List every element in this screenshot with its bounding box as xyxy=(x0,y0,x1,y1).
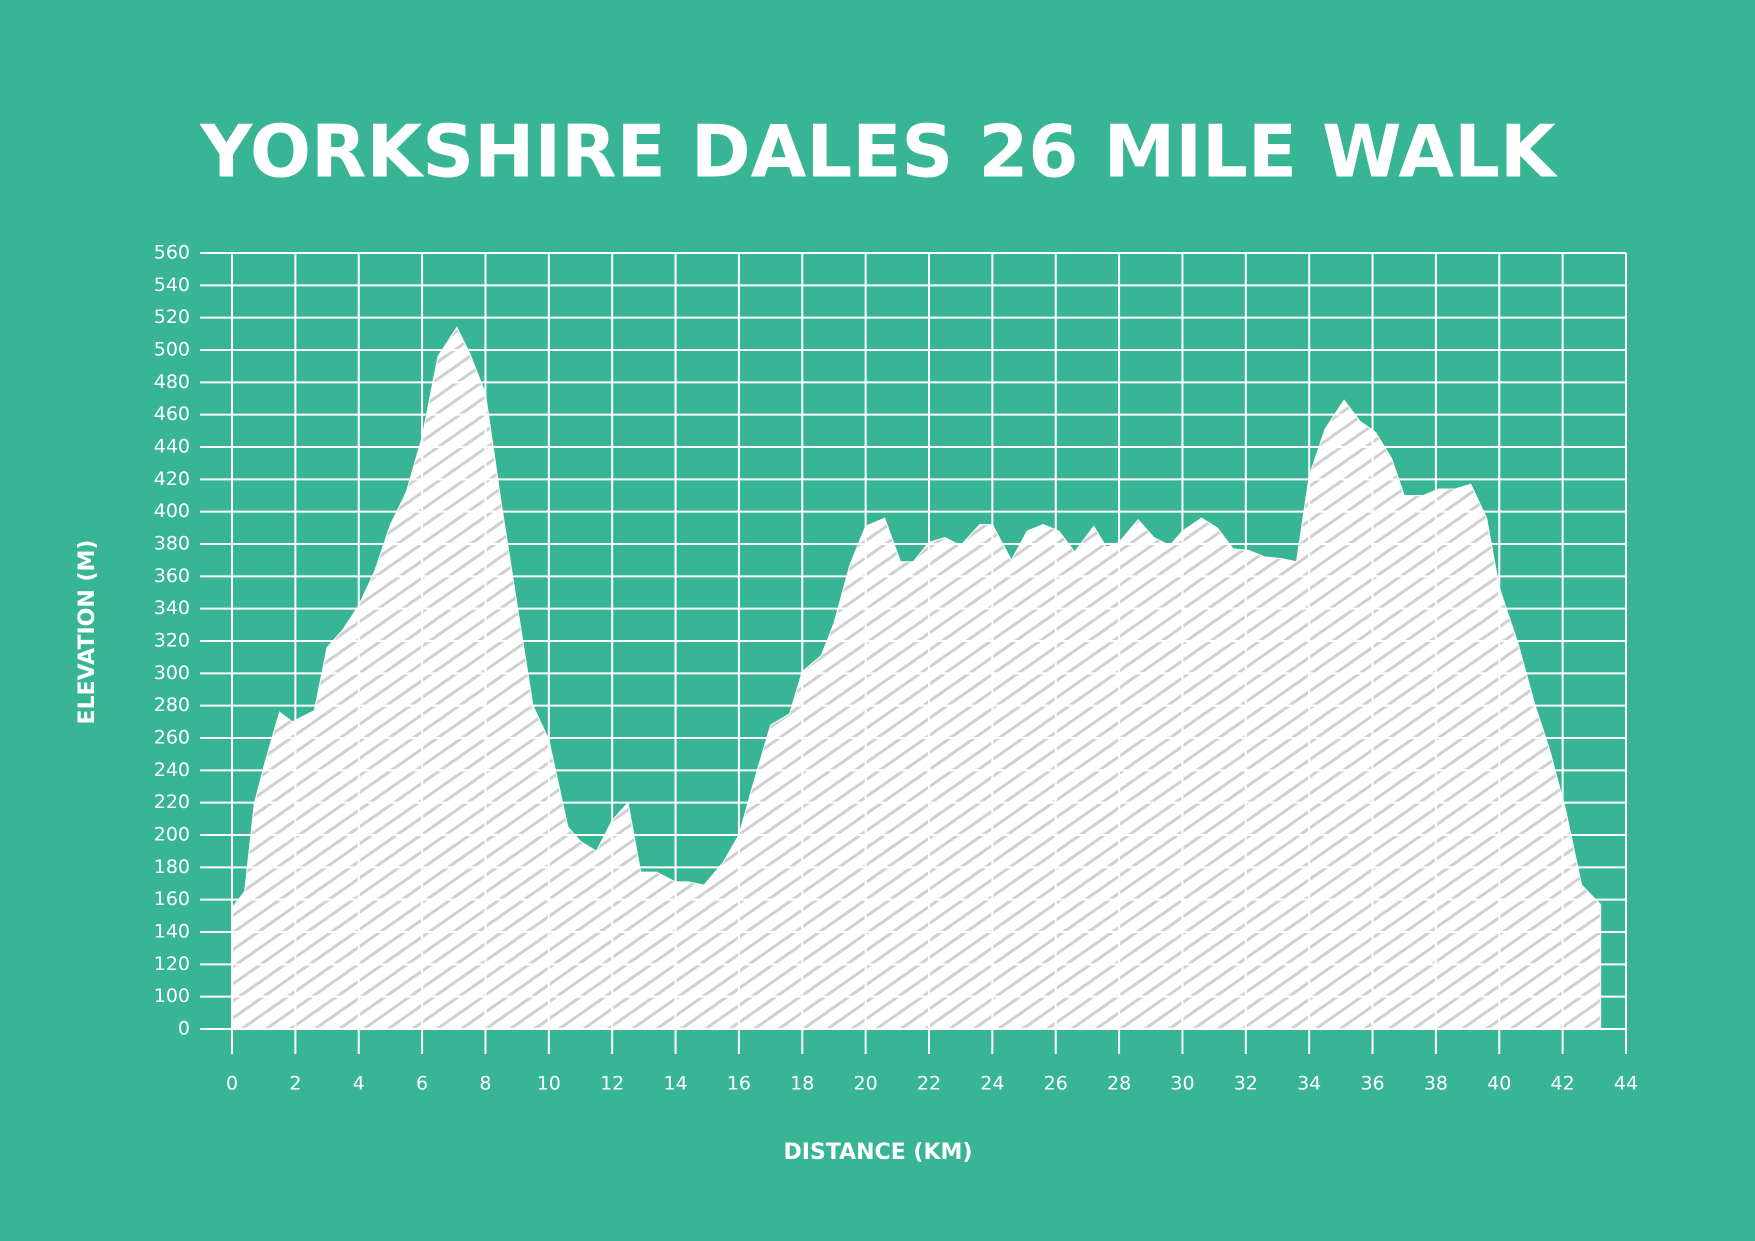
x-tick-label: 16 xyxy=(727,1073,751,1095)
x-tick-label: 20 xyxy=(854,1073,878,1095)
y-tick-label: 520 xyxy=(154,306,190,328)
y-tick-label: 540 xyxy=(154,274,190,296)
x-tick-label: 0 xyxy=(226,1073,238,1095)
x-tick-label: 30 xyxy=(1170,1073,1194,1095)
x-tick-label: 44 xyxy=(1614,1073,1638,1095)
y-tick-label: 320 xyxy=(154,630,190,652)
y-axis-label: ELEVATION (M) xyxy=(75,540,100,725)
x-tick-label: 2 xyxy=(289,1073,301,1095)
y-tick-label: 280 xyxy=(154,694,190,716)
y-tick-label: 100 xyxy=(154,985,190,1007)
x-tick-label: 22 xyxy=(917,1073,941,1095)
y-tick-label: 0 xyxy=(178,1018,190,1040)
y-tick-label: 440 xyxy=(154,436,190,458)
x-tick-label: 24 xyxy=(980,1073,1004,1095)
y-tick-label: 120 xyxy=(154,953,190,975)
y-tick-label: 500 xyxy=(154,339,190,361)
x-tick-label: 6 xyxy=(416,1073,428,1095)
x-tick-label: 12 xyxy=(600,1073,624,1095)
chart-title: YORKSHIRE DALES 26 MILE WALK xyxy=(199,110,1558,194)
y-tick-label: 380 xyxy=(154,533,190,555)
x-tick-label: 36 xyxy=(1360,1073,1384,1095)
x-tick-label: 14 xyxy=(663,1073,687,1095)
x-tick-label: 34 xyxy=(1297,1073,1321,1095)
x-axis-label: DISTANCE (KM) xyxy=(784,1140,973,1165)
x-tick-label: 42 xyxy=(1551,1073,1575,1095)
y-tick-label: 180 xyxy=(154,856,190,878)
y-tick-label: 300 xyxy=(154,662,190,684)
x-tick-label: 40 xyxy=(1487,1073,1511,1095)
x-tick-label: 26 xyxy=(1044,1073,1068,1095)
x-tick-label: 28 xyxy=(1107,1073,1131,1095)
y-tick-label: 420 xyxy=(154,468,190,490)
x-tick-label: 10 xyxy=(537,1073,561,1095)
y-tick-label: 360 xyxy=(154,565,190,587)
x-tick-label: 38 xyxy=(1424,1073,1448,1095)
y-tick-label: 340 xyxy=(154,597,190,619)
y-tick-label: 200 xyxy=(154,824,190,846)
y-tick-label: 400 xyxy=(154,500,190,522)
y-tick-label: 480 xyxy=(154,371,190,393)
y-tick-label: 220 xyxy=(154,791,190,813)
y-tick-label: 260 xyxy=(154,727,190,749)
y-tick-label: 560 xyxy=(154,242,190,264)
x-tick-label: 8 xyxy=(479,1073,491,1095)
y-tick-label: 140 xyxy=(154,921,190,943)
y-tick-label: 460 xyxy=(154,403,190,425)
x-tick-label: 4 xyxy=(353,1073,365,1095)
y-tick-label: 160 xyxy=(154,888,190,910)
y-tick-label: 240 xyxy=(154,759,190,781)
x-tick-label: 18 xyxy=(790,1073,814,1095)
x-tick-label: 32 xyxy=(1234,1073,1258,1095)
